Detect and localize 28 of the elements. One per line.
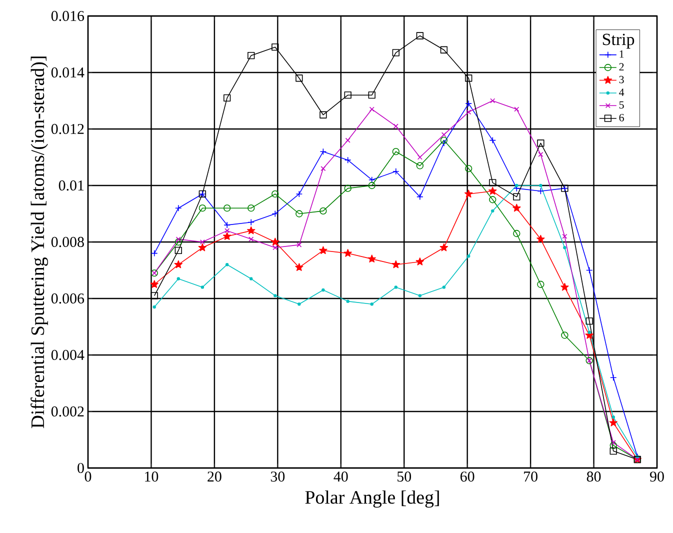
legend-label: 3 bbox=[619, 76, 624, 84]
legend-label: 1 bbox=[620, 50, 624, 58]
y-axis-title: Differential Sputtering Yield [atoms/(ion-sterad)] bbox=[30, 56, 48, 428]
y-tick-label: 0.008 bbox=[51, 236, 84, 248]
y-tick-label: 0.014 bbox=[51, 67, 84, 78]
x-tick-label: 20 bbox=[208, 472, 222, 482]
x-tick-label: 50 bbox=[398, 472, 412, 482]
x-tick-label: 10 bbox=[145, 472, 158, 482]
y-tick-label: 0.012 bbox=[51, 124, 84, 134]
x-tick-label: 0 bbox=[84, 472, 92, 482]
x-tick-label: 60 bbox=[460, 472, 474, 482]
y-tick-label: 0.006 bbox=[51, 293, 84, 304]
legend-title: Strip bbox=[602, 34, 634, 49]
x-tick-label: 30 bbox=[270, 472, 285, 482]
legend-label: 6 bbox=[619, 114, 624, 122]
y-tick-label: 0.016 bbox=[51, 10, 84, 22]
x-tick-label: 70 bbox=[524, 472, 538, 482]
legend-label: 5 bbox=[619, 101, 624, 109]
x-axis-title: Polar Angle [deg] bbox=[305, 490, 439, 508]
y-tick-label: 0.01 bbox=[58, 180, 84, 191]
x-tick-label: 80 bbox=[586, 472, 601, 482]
y-tick-label: 0 bbox=[78, 462, 84, 474]
legend-label: 2 bbox=[619, 63, 624, 70]
x-tick-label: 90 bbox=[650, 472, 664, 482]
legend-label: 4 bbox=[619, 88, 624, 96]
x-tick-label: 40 bbox=[334, 472, 348, 482]
y-tick-label: 0.002 bbox=[51, 406, 84, 417]
y-tick-label: 0.004 bbox=[51, 350, 84, 360]
